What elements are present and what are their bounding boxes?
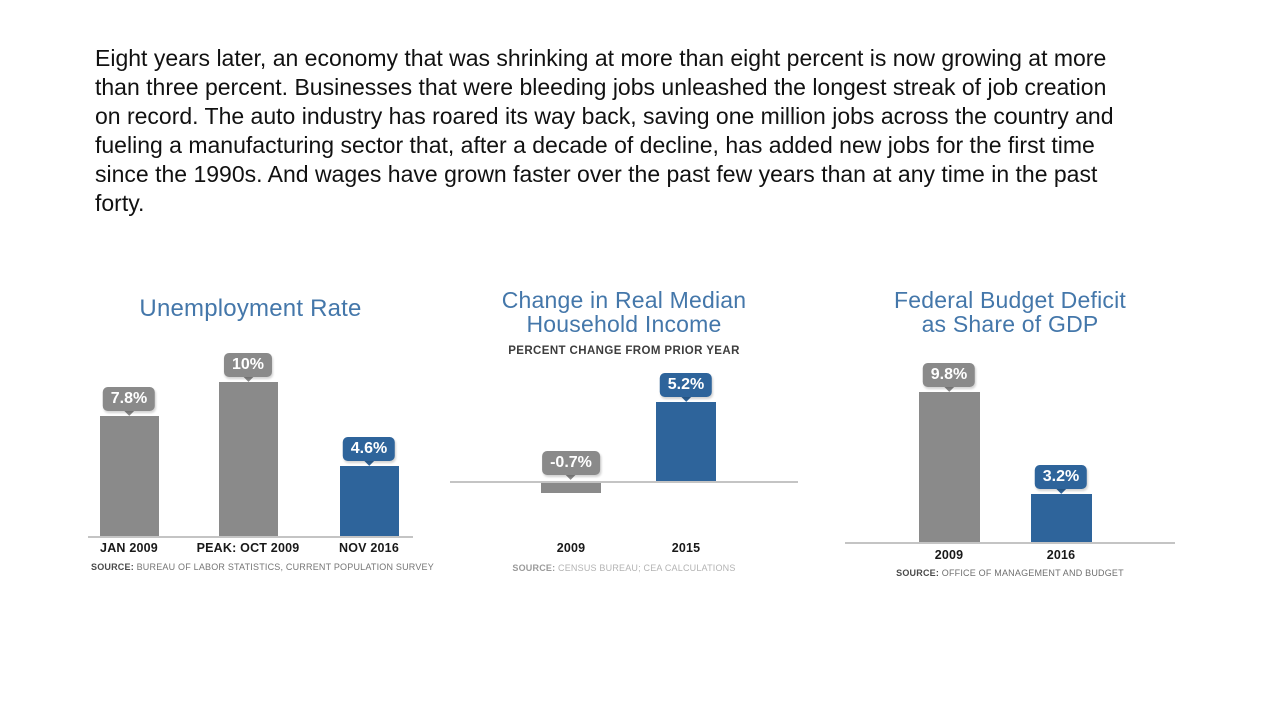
plot-area: 9.8% 3.2% — [845, 350, 1175, 544]
source-text: OFFICE OF MANAGEMENT AND BUDGET — [941, 568, 1124, 578]
bar-jan-2009 — [99, 416, 159, 537]
source-prefix: SOURCE: — [896, 568, 940, 578]
value-callout: 4.6% — [342, 437, 396, 466]
value-callout: 9.8% — [922, 363, 976, 392]
x-axis-labels: 2009 2016 — [845, 548, 1175, 563]
source-attribution: SOURCE: BUREAU OF LABOR STATISTICS, CURR… — [88, 562, 434, 573]
bar-2009 — [918, 392, 980, 543]
value-label: 9.8% — [922, 363, 976, 387]
bar-2015 — [656, 402, 716, 482]
bar-peak-oct-2009 — [218, 382, 278, 537]
chart-subtitle: PERCENT CHANGE FROM PRIOR YEAR — [508, 345, 740, 357]
x-axis-line — [88, 536, 413, 538]
x-axis-labels: 2009 2015 — [450, 541, 798, 556]
x-axis-label: 2009 — [556, 541, 586, 555]
source-text: CENSUS BUREAU; CEA CALCULATIONS — [558, 563, 736, 573]
source-prefix: SOURCE: — [91, 562, 134, 572]
body-paragraph: Eight years later, an economy that was s… — [95, 45, 1114, 216]
budget-deficit-chart: Federal Budget Deficit as Share of GDP 9… — [845, 288, 1175, 579]
value-callout: -0.7% — [542, 451, 600, 480]
x-axis-label: 2009 — [934, 548, 964, 562]
value-callout: 5.2% — [659, 373, 713, 402]
value-label: 10% — [223, 353, 273, 377]
x-axis-label: 2016 — [1046, 548, 1076, 562]
source-attribution: SOURCE: CENSUS BUREAU; CEA CALCULATIONS — [450, 563, 798, 574]
bar-2009 — [541, 482, 601, 493]
median-income-chart: Change in Real Median Household Income P… — [450, 288, 798, 574]
x-axis-label: JAN 2009 — [100, 541, 158, 555]
plot-area: 7.8% 10% 4.6% — [88, 340, 413, 538]
chart-title: Federal Budget Deficit as Share of GDP — [894, 287, 1126, 337]
x-axis-labels: JAN 2009 PEAK: OCT 2009 NOV 2016 — [88, 541, 413, 556]
x-axis-label: 2015 — [671, 541, 701, 555]
x-axis-label: PEAK: OCT 2009 — [196, 541, 300, 555]
value-label: 5.2% — [659, 373, 713, 397]
x-axis-label: NOV 2016 — [339, 541, 399, 555]
bar-2016 — [1030, 494, 1092, 543]
value-callout: 7.8% — [102, 387, 156, 416]
value-label: 3.2% — [1034, 465, 1088, 489]
source-text: BUREAU OF LABOR STATISTICS, CURRENT POPU… — [136, 562, 434, 572]
plot-area: -0.7% 5.2% — [450, 367, 798, 493]
chart-title: Unemployment Rate — [139, 295, 362, 322]
x-axis-line — [450, 481, 798, 483]
value-label: 7.8% — [102, 387, 156, 411]
source-prefix: SOURCE: — [512, 563, 556, 573]
value-callout: 10% — [223, 353, 273, 382]
x-axis-line — [845, 542, 1175, 544]
value-label: -0.7% — [542, 451, 600, 475]
value-callout: 3.2% — [1034, 465, 1088, 494]
bar-nov-2016 — [339, 466, 399, 537]
source-attribution: SOURCE: OFFICE OF MANAGEMENT AND BUDGET — [845, 568, 1175, 579]
unemployment-rate-chart: Unemployment Rate 7.8% 10% 4.6% JAN 2009 PE… — [88, 295, 434, 573]
chart-title: Change in Real Median Household Income — [501, 287, 747, 337]
value-label: 4.6% — [342, 437, 396, 461]
